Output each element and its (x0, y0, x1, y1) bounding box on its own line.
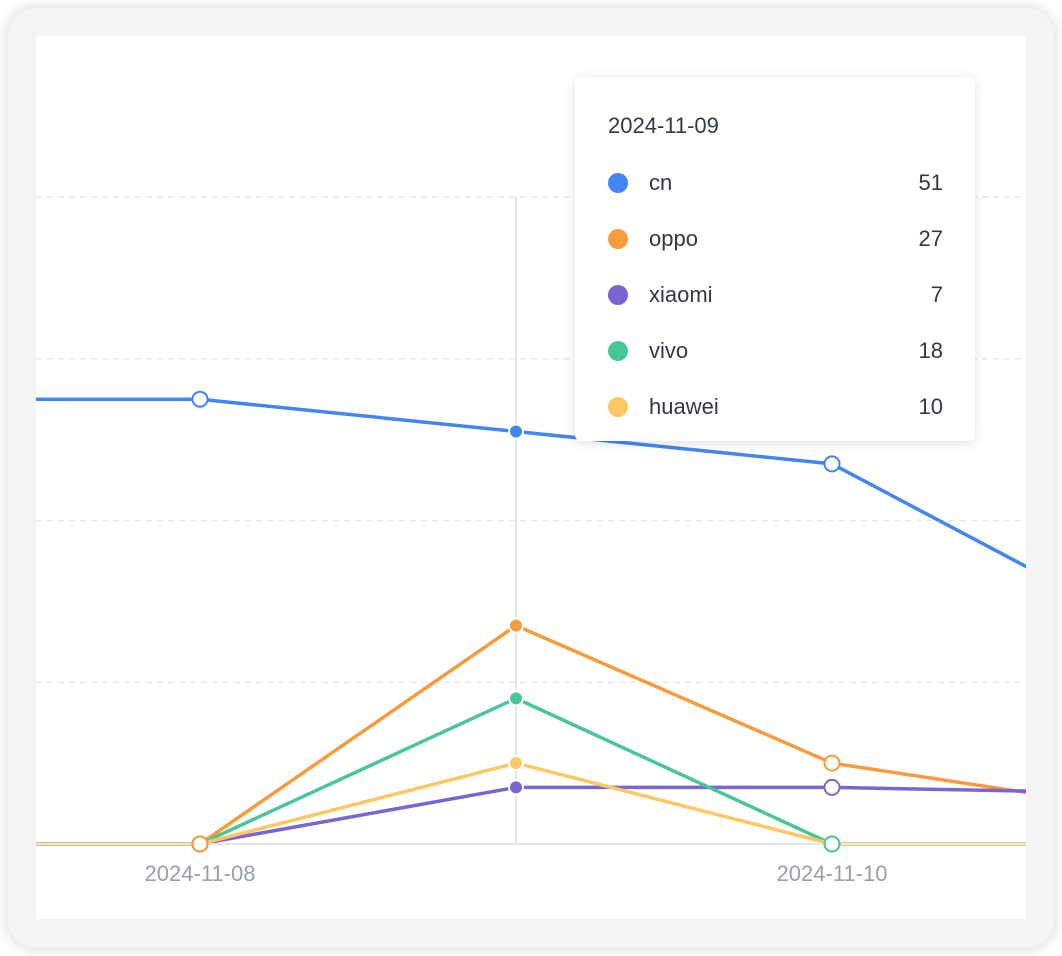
series-line-xiaomi (36, 785, 1026, 846)
series-dot-icon (608, 341, 628, 361)
tooltip-row-oppo: oppo 27 (608, 211, 943, 267)
series-lines (36, 397, 1026, 846)
series-dot-icon (608, 397, 628, 417)
point-xiaomi (823, 778, 841, 796)
tooltip-series-value: 10 (918, 394, 943, 419)
chart-tooltip: 2024-11-09 cn 51 oppo 27 xiaomi 7 vivo 1… (575, 77, 975, 441)
point-cn (823, 455, 841, 473)
tooltip-series-value: 7 (930, 282, 943, 307)
point-oppo (510, 619, 522, 632)
tooltip-series-value: 18 (918, 338, 943, 363)
tooltip-row-vivo: vivo 18 (608, 323, 943, 379)
point-cn (191, 390, 209, 408)
tooltip-series-name: huawei (649, 394, 719, 419)
point-vivo (823, 835, 841, 853)
tooltip-row-cn: cn 51 (608, 155, 943, 211)
tooltip-rows: cn 51 oppo 27 xiaomi 7 vivo 18 huawei 10 (608, 155, 943, 435)
line-chart: 2024-11-08 2024-11-10 (36, 196, 1026, 886)
data-points (191, 390, 841, 853)
tooltip-title: 2024-11-09 (608, 113, 719, 138)
point-xiaomi (510, 781, 522, 794)
tooltip-series-name: oppo (649, 226, 698, 251)
series-line-oppo (36, 623, 1026, 846)
tooltip-series-value: 51 (918, 170, 943, 195)
tooltip-row-xiaomi: xiaomi 7 (608, 267, 943, 323)
point-huawei (510, 757, 522, 770)
x-tick-label: 2024-11-10 (777, 861, 888, 886)
point-oppo (191, 835, 209, 853)
point-vivo (510, 692, 522, 705)
x-tick-label: 2024-11-08 (145, 861, 256, 886)
tooltip-series-name: cn (649, 170, 673, 195)
point-oppo (823, 754, 841, 772)
series-dot-icon (608, 229, 628, 249)
tooltip-series-name: xiaomi (649, 282, 713, 307)
x-axis: 2024-11-08 2024-11-10 (36, 843, 1026, 886)
tooltip-series-name: vivo (649, 338, 689, 363)
series-line-huawei (36, 761, 1026, 846)
tooltip-series-value: 27 (918, 226, 943, 251)
tooltip-row-huawei: huawei 10 (608, 379, 943, 435)
series-dot-icon (608, 285, 628, 305)
series-dot-icon (608, 173, 628, 193)
point-cn (510, 425, 522, 438)
